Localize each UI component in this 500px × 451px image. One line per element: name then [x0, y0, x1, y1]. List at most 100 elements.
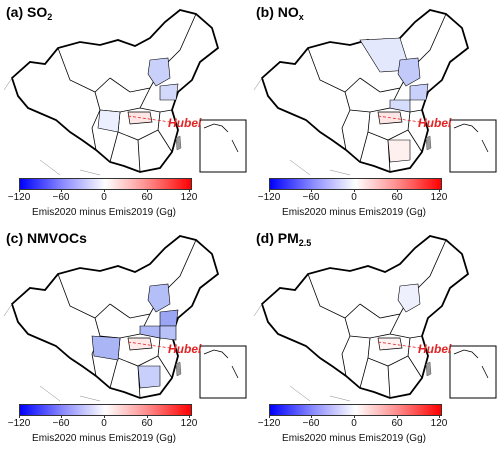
- species-subscript: 2.5: [298, 238, 312, 248]
- colorbar-tick-label: 60: [141, 418, 153, 429]
- colorbar-tick: [397, 415, 398, 418]
- province-shandong: [159, 83, 179, 101]
- china-map: [253, 9, 497, 176]
- south-china-sea-inset: [449, 119, 497, 173]
- neighbor-borders: [3, 303, 101, 402]
- colorbar-tick-label: 120: [180, 418, 198, 429]
- province-hebei: [397, 57, 421, 87]
- colorbar-label: Emis2020 minus Emis2019 (Gg): [282, 207, 426, 218]
- colorbar-tick-label: 60: [391, 192, 403, 203]
- colorbar-tick: [19, 415, 20, 418]
- species-name: NMVOCs: [27, 230, 87, 246]
- species-name: PM: [277, 230, 299, 246]
- panel-title: (d) PM2.5: [256, 230, 312, 248]
- taiwan: [175, 361, 182, 377]
- colorbar: [269, 404, 442, 416]
- colorbar-tick-label: −60: [52, 418, 70, 429]
- colorbar-tick-label: 60: [141, 192, 153, 203]
- colorbar-tick-label: −120: [7, 192, 31, 203]
- colorbar-tick: [104, 415, 105, 418]
- hubei-marker-line: [377, 341, 421, 349]
- panel-letter: (a): [6, 4, 24, 20]
- colorbar-label: Emis2020 minus Emis2019 (Gg): [282, 433, 426, 444]
- colorbar-tick: [439, 415, 440, 418]
- panel-pm25: (d) PM2.5 Hubei −120 −60 0 60 120 Emis20…: [250, 226, 500, 451]
- colorbar-tick-label: −120: [7, 418, 31, 429]
- panel-letter: (c): [6, 230, 24, 246]
- hubei-label: Hubei: [168, 342, 202, 356]
- hubei-marker-line: [127, 341, 171, 349]
- hubei-label: Hubei: [418, 116, 452, 130]
- province-jiangsu: [159, 325, 177, 341]
- colorbar-label: Emis2020 minus Emis2019 (Gg): [32, 433, 176, 444]
- colorbar-tick: [147, 415, 148, 418]
- neighbor-borders: [253, 77, 351, 176]
- colorbar-tick: [147, 189, 148, 192]
- neighbor-borders: [3, 77, 101, 176]
- colorbar-tick: [439, 189, 440, 192]
- province-hebei: [147, 283, 171, 313]
- species-subscript: x: [298, 12, 304, 22]
- panel-title: (c) NMVOCs: [6, 230, 87, 246]
- province-sichuan: [91, 335, 121, 361]
- colorbar-tick: [311, 189, 312, 192]
- south-china-sea-inset-content: [203, 349, 239, 379]
- national-outline: [260, 235, 470, 399]
- colorbar-tick-label: −120: [257, 418, 281, 429]
- species-subscript: 2: [47, 12, 53, 22]
- south-china-sea-inset: [449, 345, 497, 399]
- province-shandong: [409, 83, 429, 101]
- province-guangdong: [387, 139, 411, 163]
- south-china-sea-inset-content: [203, 123, 239, 153]
- panel-nmvocs: (c) NMVOCs Hubei −120 −60 0 60 120 Emis2…: [0, 226, 250, 451]
- colorbar-tick: [354, 415, 355, 418]
- national-outline: [10, 235, 220, 399]
- colorbar-tick: [61, 415, 62, 418]
- colorbar-tick-label: 0: [101, 192, 107, 203]
- colorbar-tick-label: 120: [430, 192, 448, 203]
- taiwan: [425, 361, 432, 377]
- species-name: SO: [27, 4, 48, 20]
- province-hebei: [397, 283, 421, 313]
- taiwan: [425, 135, 432, 151]
- colorbar-tick-label: 0: [101, 418, 107, 429]
- colorbar-tick: [189, 415, 190, 418]
- province-guangdong: [137, 365, 161, 389]
- panel-nox: (b) NOx Hubei −120 −60 0 60 120 Emis2020…: [250, 0, 500, 225]
- china-map: [3, 9, 247, 176]
- colorbar-tick-label: −60: [302, 192, 320, 203]
- colorbar-tick-label: 0: [351, 192, 357, 203]
- province-shandong: [159, 309, 179, 327]
- colorbar-tick-label: 0: [351, 418, 357, 429]
- panel-letter: (b): [256, 4, 274, 20]
- colorbar-tick-label: 60: [391, 418, 403, 429]
- colorbar: [19, 404, 192, 416]
- province-henan: [389, 99, 411, 113]
- south-china-sea-inset-content: [453, 349, 489, 379]
- panel-title: (b) NOx: [256, 4, 304, 22]
- hubei-marker-line: [127, 115, 171, 123]
- colorbar-tick-label: 120: [430, 418, 448, 429]
- china-map: [253, 235, 497, 402]
- colorbar-tick: [19, 189, 20, 192]
- colorbar-tick-label: −120: [257, 192, 281, 203]
- colorbar-tick: [269, 415, 270, 418]
- neighbor-borders: [253, 303, 351, 402]
- colorbar-tick: [269, 189, 270, 192]
- province-sichuan: [97, 109, 121, 133]
- south-china-sea-inset: [199, 345, 247, 399]
- panel-letter: (d): [256, 230, 274, 246]
- colorbar-label: Emis2020 minus Emis2019 (Gg): [32, 207, 176, 218]
- south-china-sea-inset-content: [453, 123, 489, 153]
- hubei-label: Hubei: [168, 116, 202, 130]
- colorbar-tick: [397, 189, 398, 192]
- panel-so2: (a) SO2 Hubei −120 −60 0 60 120 Emis2020…: [0, 0, 250, 225]
- china-map: [3, 235, 247, 402]
- colorbar-tick-label: 120: [180, 192, 198, 203]
- national-outline: [260, 9, 470, 173]
- colorbar-tick: [354, 189, 355, 192]
- hubei-label: Hubei: [418, 342, 452, 356]
- colorbar: [269, 178, 442, 190]
- colorbar-tick-label: −60: [302, 418, 320, 429]
- taiwan: [175, 135, 182, 151]
